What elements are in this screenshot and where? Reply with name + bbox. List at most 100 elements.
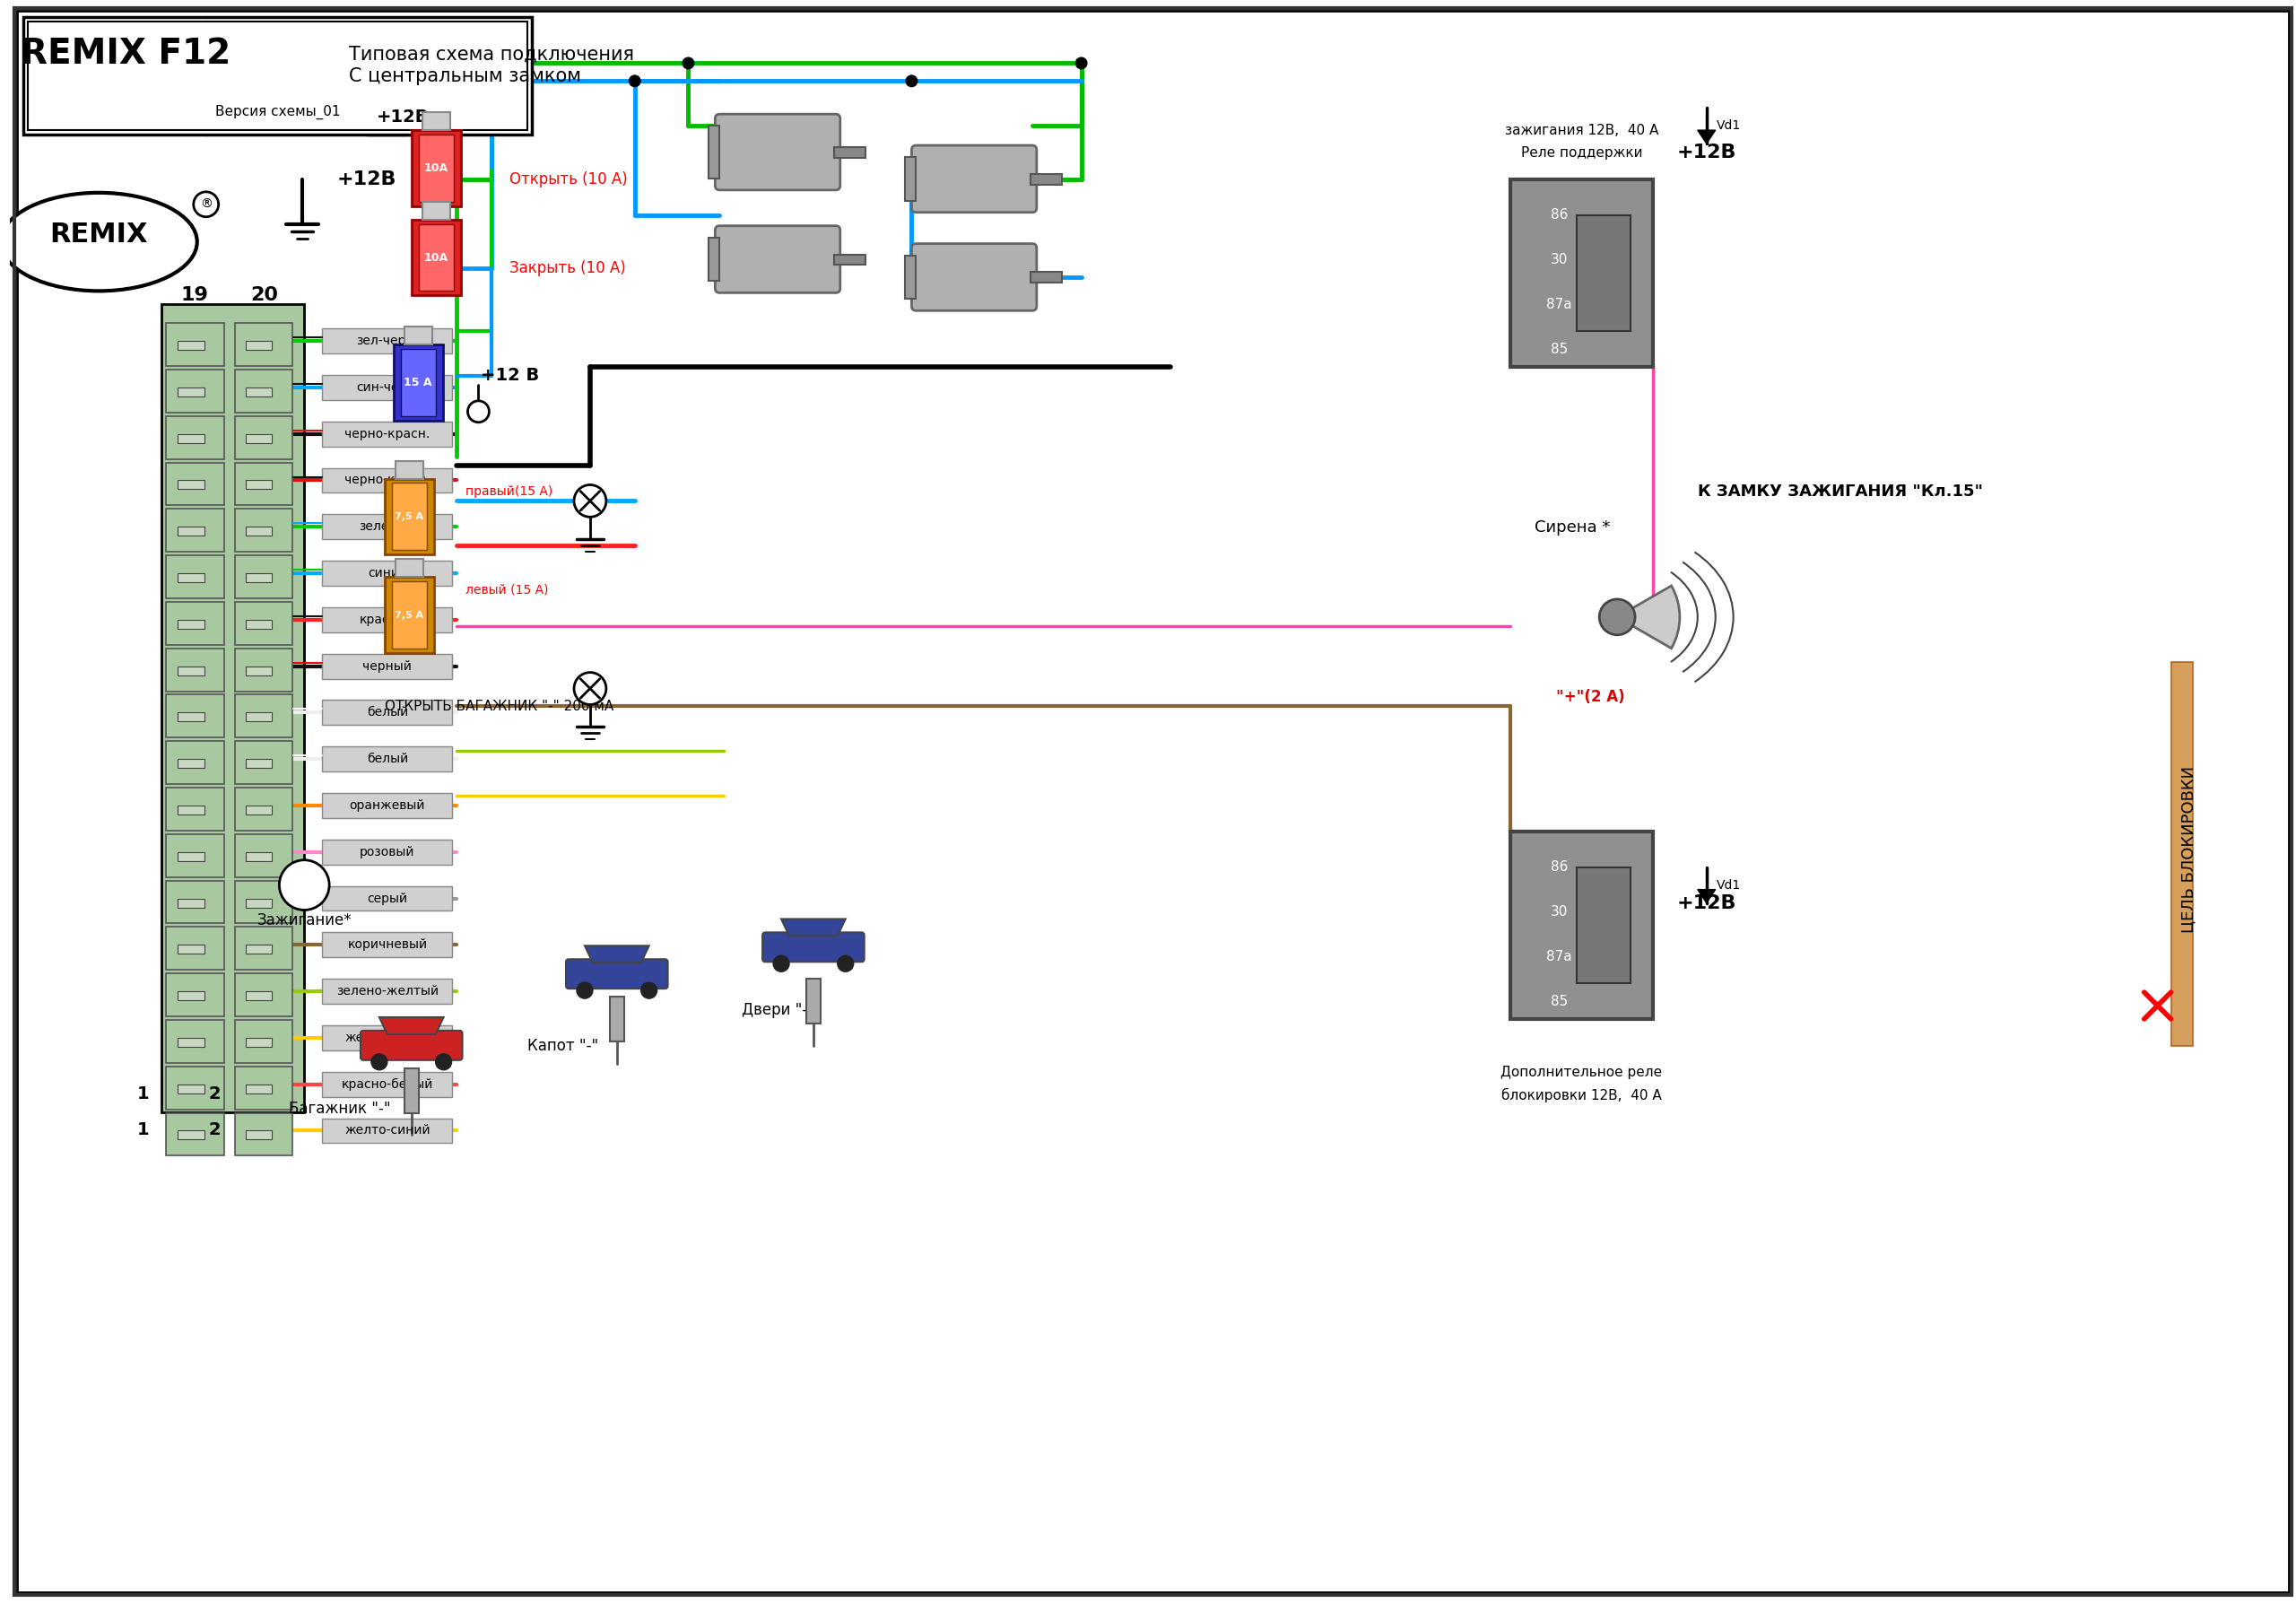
Bar <box>246 806 273 814</box>
Text: ОТКРЫТЬ БАГАЖНИК "-" 200 мА: ОТКРЫТЬ БАГАЖНИК "-" 200 мА <box>386 699 613 713</box>
Bar <box>393 345 443 420</box>
Bar <box>234 370 292 412</box>
Text: зеленый: зеленый <box>358 521 416 534</box>
Text: синий: синий <box>367 567 406 580</box>
Circle shape <box>436 1053 452 1069</box>
Bar <box>1577 867 1630 983</box>
Wedge shape <box>1616 585 1681 648</box>
Bar <box>165 1066 225 1109</box>
Polygon shape <box>781 919 845 936</box>
FancyBboxPatch shape <box>714 226 840 293</box>
Bar <box>177 991 204 1000</box>
Bar <box>246 898 273 907</box>
Bar <box>234 787 292 830</box>
Bar <box>165 648 225 691</box>
Polygon shape <box>379 1018 443 1034</box>
Bar <box>161 305 305 1112</box>
Text: +12В: +12В <box>1676 894 1736 912</box>
Circle shape <box>641 983 657 999</box>
Polygon shape <box>1697 130 1715 144</box>
Text: коричневый: коричневый <box>347 939 427 951</box>
Bar <box>177 851 204 861</box>
Bar <box>321 979 452 1003</box>
Bar <box>905 255 916 300</box>
Bar <box>234 694 292 737</box>
Text: белый: белый <box>367 707 409 718</box>
Bar <box>418 224 452 292</box>
Bar <box>246 620 273 628</box>
Bar <box>1577 215 1630 332</box>
Bar <box>246 481 273 489</box>
Circle shape <box>574 672 606 705</box>
Text: 30: 30 <box>1550 253 1568 266</box>
Text: +12 В: +12 В <box>480 367 540 385</box>
Bar <box>386 577 434 652</box>
Text: 86: 86 <box>1550 861 1568 874</box>
Bar <box>177 434 204 442</box>
Text: Багажник "-": Багажник "-" <box>289 1100 390 1116</box>
FancyBboxPatch shape <box>762 933 863 962</box>
Bar <box>177 481 204 489</box>
Polygon shape <box>1697 890 1715 902</box>
FancyBboxPatch shape <box>714 114 840 191</box>
Bar <box>165 973 225 1016</box>
Bar <box>1511 180 1653 367</box>
Text: блокировки 12В,  40 А: блокировки 12В, 40 А <box>1502 1088 1662 1103</box>
Bar <box>234 508 292 551</box>
Bar <box>321 933 452 957</box>
Text: Дополнительное реле: Дополнительное реле <box>1502 1066 1662 1079</box>
Bar <box>321 468 452 492</box>
Bar <box>321 1119 452 1143</box>
Bar <box>234 463 292 505</box>
Text: 19: 19 <box>181 287 209 305</box>
Bar <box>234 973 292 1016</box>
Bar <box>177 898 204 907</box>
Text: 85: 85 <box>1550 343 1568 356</box>
Bar <box>709 237 719 281</box>
Bar <box>393 483 427 550</box>
Bar <box>177 760 204 768</box>
Text: 2: 2 <box>209 1120 220 1138</box>
Text: REMIX: REMIX <box>51 221 147 248</box>
Bar <box>234 1020 292 1063</box>
Polygon shape <box>585 946 650 963</box>
Text: Реле поддержки: Реле поддержки <box>1520 146 1642 159</box>
Bar <box>177 1084 204 1093</box>
Text: Двери "-": Двери "-" <box>742 1002 815 1018</box>
Bar <box>234 1112 292 1156</box>
Bar <box>1031 273 1061 284</box>
Bar <box>833 147 866 157</box>
Bar <box>234 555 292 598</box>
Circle shape <box>629 75 641 87</box>
Text: 20: 20 <box>250 287 278 305</box>
FancyBboxPatch shape <box>360 1031 461 1060</box>
FancyBboxPatch shape <box>565 959 668 989</box>
Bar <box>404 1068 418 1112</box>
Bar <box>709 125 719 178</box>
Circle shape <box>468 401 489 422</box>
Bar <box>165 370 225 412</box>
Bar <box>246 388 273 396</box>
Circle shape <box>372 1053 388 1069</box>
Text: 1: 1 <box>138 1120 149 1138</box>
Text: 87: 87 <box>1600 298 1616 311</box>
Bar <box>177 667 204 675</box>
Bar <box>234 741 292 784</box>
Bar <box>165 1112 225 1156</box>
Text: "+"(2 А): "+"(2 А) <box>1557 689 1626 705</box>
Bar <box>165 694 225 737</box>
Text: 10A: 10A <box>422 252 448 264</box>
Bar <box>177 620 204 628</box>
Bar <box>234 880 292 923</box>
Bar <box>165 741 225 784</box>
Text: ЦЕЛЬ БЛОКИРОВКИ: ЦЕЛЬ БЛОКИРОВКИ <box>2181 766 2197 933</box>
Bar <box>246 1130 273 1140</box>
Text: +12В: +12В <box>1676 144 1736 162</box>
FancyBboxPatch shape <box>912 146 1038 212</box>
Text: Версия схемы_01: Версия схемы_01 <box>216 106 340 120</box>
Bar <box>234 324 292 365</box>
Bar <box>234 601 292 644</box>
Circle shape <box>576 983 592 999</box>
Text: +12В: +12В <box>377 109 429 125</box>
Bar <box>165 555 225 598</box>
